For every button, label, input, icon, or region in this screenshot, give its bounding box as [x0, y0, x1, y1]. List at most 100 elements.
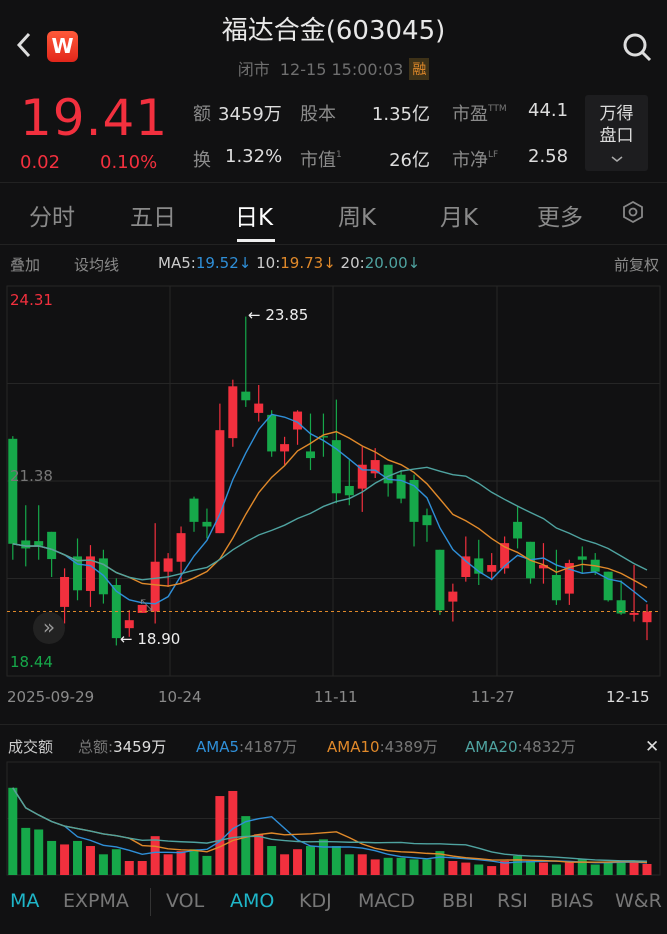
- stat-value: 2.58: [528, 146, 569, 167]
- candle-body: [293, 411, 303, 430]
- volume-bar: [357, 854, 367, 875]
- ma20-line: [12, 466, 648, 581]
- candle-body: [487, 565, 497, 572]
- volume-bar: [21, 827, 31, 875]
- candle-body: [21, 540, 31, 549]
- overlay-button[interactable]: 叠加: [10, 256, 41, 274]
- volume-bar: [98, 854, 108, 875]
- ma20-label: 20:: [340, 254, 365, 272]
- candle-body: [513, 521, 523, 539]
- tab-0[interactable]: 分时: [29, 205, 75, 231]
- candle-body: [73, 556, 83, 591]
- indicator-tab[interactable]: MACD: [358, 890, 415, 912]
- wind-panel-button[interactable]: 万得 盘口: [585, 95, 648, 171]
- ma20-value: 20.00↓: [364, 254, 421, 272]
- volume-bar: [293, 849, 303, 875]
- stat-label-text: 市净: [452, 150, 488, 171]
- candle-body: [461, 556, 471, 578]
- app-logo[interactable]: W: [47, 31, 78, 62]
- tab-4[interactable]: 月K: [440, 205, 479, 231]
- indicator-tab[interactable]: BIAS: [550, 890, 594, 912]
- tab-1[interactable]: 五日: [130, 205, 176, 231]
- stat-label-text: 额: [193, 104, 211, 125]
- last-price: 19.41: [20, 89, 169, 147]
- chart-settings-button[interactable]: [622, 200, 644, 228]
- stat-value: 3459万: [218, 104, 282, 125]
- indicator-tab[interactable]: AMO: [230, 890, 275, 912]
- ma10-label: 10:: [256, 254, 281, 272]
- search-button[interactable]: [622, 32, 652, 62]
- indicator-tab[interactable]: VOL: [166, 890, 205, 912]
- volume-bar: [500, 860, 510, 875]
- candle-body: [8, 438, 18, 544]
- datetime: 12-15 15:00:03: [279, 60, 404, 79]
- stat-label-text: 市值: [300, 150, 336, 171]
- volume-bar: [124, 860, 134, 875]
- candle-body: [642, 611, 652, 623]
- stat-label-sup: 1: [336, 150, 342, 160]
- ama5-line: [12, 787, 648, 864]
- volume-bar: [228, 790, 238, 875]
- candle-body: [616, 600, 626, 614]
- indicator-tab[interactable]: RSI: [497, 890, 528, 912]
- volume-bar: [280, 854, 290, 875]
- volume-bar: [461, 862, 471, 875]
- volume-bar: [564, 862, 574, 875]
- candle-body: [124, 620, 134, 629]
- stat-value: 1.35亿: [371, 104, 430, 125]
- indicator-tab[interactable]: MA: [10, 890, 40, 912]
- expand-sidebar-button[interactable]: »: [33, 612, 65, 644]
- tab-5[interactable]: 更多: [537, 205, 583, 231]
- candle-body: [538, 565, 548, 569]
- candle-body: [280, 444, 290, 452]
- y-mid-label: 21.38: [10, 467, 53, 485]
- volume-bar: [642, 863, 652, 875]
- volume-bar: [318, 839, 328, 875]
- divider: [150, 888, 151, 916]
- volume-bar: [616, 862, 626, 875]
- volume-bar: [111, 849, 121, 875]
- volume-bar: [383, 857, 393, 875]
- candle-body: [189, 498, 199, 522]
- ama10-value: :4389万: [379, 738, 438, 756]
- candle-body: [318, 436, 328, 438]
- stock-title: 福达合金(603045): [221, 16, 446, 46]
- candle-body: [215, 430, 225, 534]
- volume-bar: [396, 857, 406, 875]
- y-min-label: 18.44: [10, 653, 53, 671]
- candlestick-chart[interactable]: [0, 280, 667, 680]
- tab-2[interactable]: 日K: [235, 205, 274, 231]
- wind-label-2: 盘口: [599, 126, 634, 146]
- volume-bar: [629, 860, 639, 875]
- close-volume-button[interactable]: ✕: [645, 737, 659, 757]
- ma5-label: MA5:: [158, 254, 196, 272]
- set-ma-button[interactable]: 设均线: [74, 256, 120, 274]
- stat-label-text: 换: [193, 150, 211, 171]
- x-label: 10-24: [158, 688, 202, 706]
- indicator-tab[interactable]: BBI: [442, 890, 474, 912]
- back-button[interactable]: [14, 30, 34, 67]
- candle-body: [241, 391, 251, 401]
- candle-body: [202, 521, 212, 527]
- volume-chart[interactable]: [0, 758, 667, 880]
- volume-bar: [137, 860, 147, 875]
- indicator-tab[interactable]: KDJ: [299, 890, 332, 912]
- margin-badge: 融: [409, 58, 430, 80]
- adjust-button[interactable]: 前复权: [613, 256, 659, 274]
- ama5-value: :4187万: [239, 738, 298, 756]
- volume-bar: [163, 854, 173, 875]
- ama5-label: AMA5: [196, 738, 240, 756]
- volume-bar: [590, 864, 600, 875]
- price-change: 0.02: [20, 152, 61, 173]
- tab-3[interactable]: 周K: [338, 205, 377, 231]
- volume-bar: [8, 787, 18, 875]
- volume-bar: [344, 854, 354, 875]
- fullscreen-icon[interactable]: ⤡: [140, 595, 153, 614]
- volume-bar: [305, 846, 315, 875]
- indicator-tab[interactable]: W&R: [615, 890, 662, 912]
- divider: [0, 182, 667, 183]
- indicator-tab[interactable]: EXPMA: [63, 890, 129, 912]
- stat-label-sup: LF: [488, 150, 499, 160]
- ma-legend: MA5:19.52↓ 10:19.73↓ 20:20.00↓: [158, 254, 420, 272]
- volume-bar: [215, 796, 225, 875]
